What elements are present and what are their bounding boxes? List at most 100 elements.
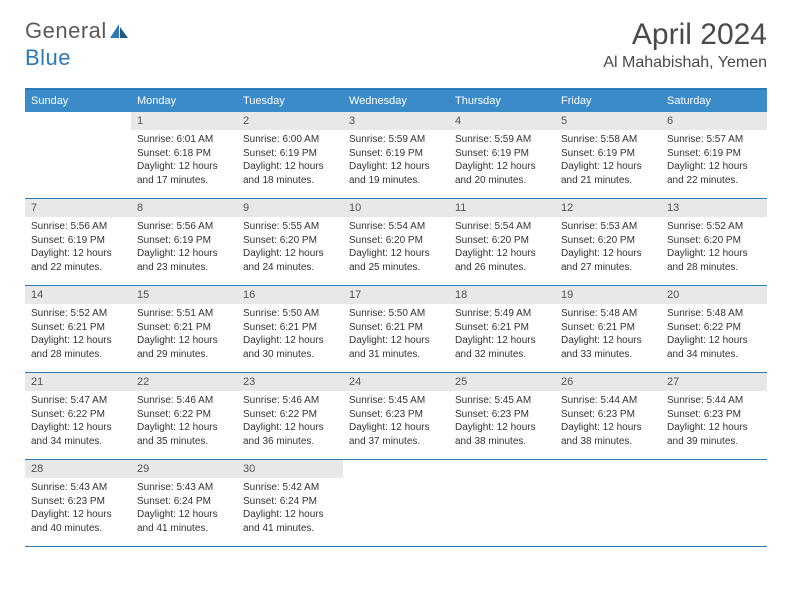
sunset-text: Sunset: 6:23 PM [349, 408, 443, 422]
daylight-text: Daylight: 12 hours and 32 minutes. [455, 334, 549, 361]
sunrise-text: Sunrise: 5:46 AM [243, 394, 337, 408]
daylight-text: Daylight: 12 hours and 18 minutes. [243, 160, 337, 187]
sunrise-text: Sunrise: 5:55 AM [243, 220, 337, 234]
day-body: Sunrise: 5:45 AMSunset: 6:23 PMDaylight:… [449, 391, 555, 454]
day-number: 30 [237, 460, 343, 478]
daylight-text: Daylight: 12 hours and 30 minutes. [243, 334, 337, 361]
day-body: Sunrise: 5:59 AMSunset: 6:19 PMDaylight:… [449, 130, 555, 193]
sunset-text: Sunset: 6:23 PM [31, 495, 125, 509]
daylight-text: Daylight: 12 hours and 35 minutes. [137, 421, 231, 448]
day-body: Sunrise: 5:44 AMSunset: 6:23 PMDaylight:… [661, 391, 767, 454]
day-number: 10 [343, 199, 449, 217]
day-body: Sunrise: 5:53 AMSunset: 6:20 PMDaylight:… [555, 217, 661, 280]
day-body: Sunrise: 6:00 AMSunset: 6:19 PMDaylight:… [237, 130, 343, 193]
sunset-text: Sunset: 6:22 PM [667, 321, 761, 335]
weeks-container: 1Sunrise: 6:01 AMSunset: 6:18 PMDaylight… [25, 112, 767, 547]
sunset-text: Sunset: 6:21 PM [137, 321, 231, 335]
day-cell: 18Sunrise: 5:49 AMSunset: 6:21 PMDayligh… [449, 286, 555, 372]
day-number: 1 [131, 112, 237, 130]
day-number: 22 [131, 373, 237, 391]
daylight-text: Daylight: 12 hours and 17 minutes. [137, 160, 231, 187]
day-number: 9 [237, 199, 343, 217]
sunrise-text: Sunrise: 5:43 AM [137, 481, 231, 495]
sunrise-text: Sunrise: 6:00 AM [243, 133, 337, 147]
daylight-text: Daylight: 12 hours and 23 minutes. [137, 247, 231, 274]
week-row: 28Sunrise: 5:43 AMSunset: 6:23 PMDayligh… [25, 460, 767, 547]
day-body: Sunrise: 5:54 AMSunset: 6:20 PMDaylight:… [449, 217, 555, 280]
day-body: Sunrise: 5:55 AMSunset: 6:20 PMDaylight:… [237, 217, 343, 280]
day-cell: 2Sunrise: 6:00 AMSunset: 6:19 PMDaylight… [237, 112, 343, 198]
daylight-text: Daylight: 12 hours and 38 minutes. [455, 421, 549, 448]
daylight-text: Daylight: 12 hours and 34 minutes. [667, 334, 761, 361]
day-cell [449, 460, 555, 546]
day-cell: 3Sunrise: 5:59 AMSunset: 6:19 PMDaylight… [343, 112, 449, 198]
day-body: Sunrise: 5:50 AMSunset: 6:21 PMDaylight:… [343, 304, 449, 367]
sunrise-text: Sunrise: 5:52 AM [667, 220, 761, 234]
daylight-text: Daylight: 12 hours and 38 minutes. [561, 421, 655, 448]
day-cell: 20Sunrise: 5:48 AMSunset: 6:22 PMDayligh… [661, 286, 767, 372]
sunrise-text: Sunrise: 5:58 AM [561, 133, 655, 147]
day-cell: 23Sunrise: 5:46 AMSunset: 6:22 PMDayligh… [237, 373, 343, 459]
sunrise-text: Sunrise: 5:59 AM [455, 133, 549, 147]
day-cell: 21Sunrise: 5:47 AMSunset: 6:22 PMDayligh… [25, 373, 131, 459]
sunset-text: Sunset: 6:21 PM [349, 321, 443, 335]
daylight-text: Daylight: 12 hours and 39 minutes. [667, 421, 761, 448]
sunset-text: Sunset: 6:21 PM [243, 321, 337, 335]
sunrise-text: Sunrise: 5:53 AM [561, 220, 655, 234]
weekday-header: Saturday [661, 90, 767, 112]
sunset-text: Sunset: 6:18 PM [137, 147, 231, 161]
day-number: 8 [131, 199, 237, 217]
daylight-text: Daylight: 12 hours and 36 minutes. [243, 421, 337, 448]
sunrise-text: Sunrise: 5:59 AM [349, 133, 443, 147]
daylight-text: Daylight: 12 hours and 21 minutes. [561, 160, 655, 187]
sunrise-text: Sunrise: 5:45 AM [349, 394, 443, 408]
week-row: 1Sunrise: 6:01 AMSunset: 6:18 PMDaylight… [25, 112, 767, 199]
daylight-text: Daylight: 12 hours and 27 minutes. [561, 247, 655, 274]
location: Al Mahabishah, Yemen [603, 54, 767, 72]
day-number [25, 112, 131, 118]
day-cell: 4Sunrise: 5:59 AMSunset: 6:19 PMDaylight… [449, 112, 555, 198]
day-cell: 24Sunrise: 5:45 AMSunset: 6:23 PMDayligh… [343, 373, 449, 459]
sunrise-text: Sunrise: 5:48 AM [667, 307, 761, 321]
sunrise-text: Sunrise: 5:52 AM [31, 307, 125, 321]
daylight-text: Daylight: 12 hours and 29 minutes. [137, 334, 231, 361]
logo-text-2: Blue [25, 45, 71, 70]
day-cell [661, 460, 767, 546]
day-body: Sunrise: 5:48 AMSunset: 6:21 PMDaylight:… [555, 304, 661, 367]
day-body: Sunrise: 5:54 AMSunset: 6:20 PMDaylight:… [343, 217, 449, 280]
week-row: 14Sunrise: 5:52 AMSunset: 6:21 PMDayligh… [25, 286, 767, 373]
day-body: Sunrise: 5:56 AMSunset: 6:19 PMDaylight:… [25, 217, 131, 280]
sunrise-text: Sunrise: 5:54 AM [349, 220, 443, 234]
sunset-text: Sunset: 6:20 PM [243, 234, 337, 248]
sunrise-text: Sunrise: 5:50 AM [349, 307, 443, 321]
daylight-text: Daylight: 12 hours and 20 minutes. [455, 160, 549, 187]
sunrise-text: Sunrise: 6:01 AM [137, 133, 231, 147]
day-body: Sunrise: 5:43 AMSunset: 6:24 PMDaylight:… [131, 478, 237, 541]
day-number: 14 [25, 286, 131, 304]
sunset-text: Sunset: 6:19 PM [137, 234, 231, 248]
day-number: 24 [343, 373, 449, 391]
daylight-text: Daylight: 12 hours and 25 minutes. [349, 247, 443, 274]
day-body: Sunrise: 5:45 AMSunset: 6:23 PMDaylight:… [343, 391, 449, 454]
day-number: 7 [25, 199, 131, 217]
day-cell: 13Sunrise: 5:52 AMSunset: 6:20 PMDayligh… [661, 199, 767, 285]
sunset-text: Sunset: 6:19 PM [667, 147, 761, 161]
day-body: Sunrise: 5:57 AMSunset: 6:19 PMDaylight:… [661, 130, 767, 193]
logo-text: GeneralBlue [25, 18, 129, 71]
day-cell: 7Sunrise: 5:56 AMSunset: 6:19 PMDaylight… [25, 199, 131, 285]
sunset-text: Sunset: 6:19 PM [455, 147, 549, 161]
day-cell: 9Sunrise: 5:55 AMSunset: 6:20 PMDaylight… [237, 199, 343, 285]
sunrise-text: Sunrise: 5:46 AM [137, 394, 231, 408]
sunset-text: Sunset: 6:24 PM [137, 495, 231, 509]
daylight-text: Daylight: 12 hours and 28 minutes. [667, 247, 761, 274]
day-body: Sunrise: 6:01 AMSunset: 6:18 PMDaylight:… [131, 130, 237, 193]
month-title: April 2024 [603, 18, 767, 52]
week-row: 21Sunrise: 5:47 AMSunset: 6:22 PMDayligh… [25, 373, 767, 460]
calendar: SundayMondayTuesdayWednesdayThursdayFrid… [25, 88, 767, 547]
day-number: 6 [661, 112, 767, 130]
day-number: 5 [555, 112, 661, 130]
day-body: Sunrise: 5:46 AMSunset: 6:22 PMDaylight:… [237, 391, 343, 454]
weekday-header: Monday [131, 90, 237, 112]
day-cell: 16Sunrise: 5:50 AMSunset: 6:21 PMDayligh… [237, 286, 343, 372]
day-body: Sunrise: 5:49 AMSunset: 6:21 PMDaylight:… [449, 304, 555, 367]
